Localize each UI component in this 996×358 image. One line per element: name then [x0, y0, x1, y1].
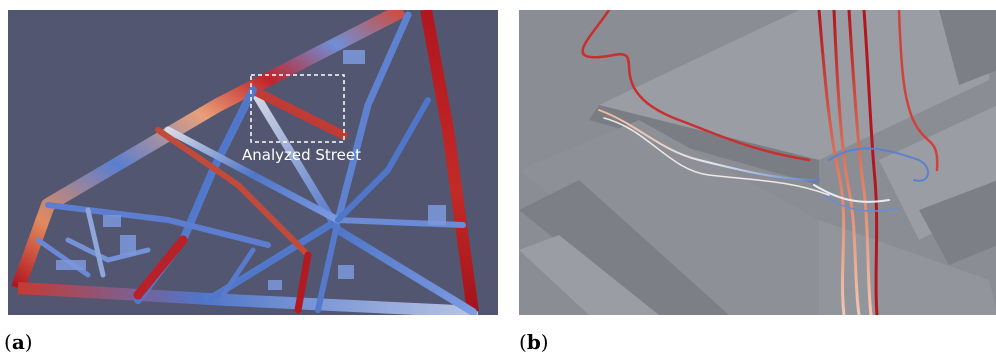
street-outer-bottom: [17, 282, 479, 315]
building-geometry: [519, 10, 996, 315]
panel-a-street-map: Analyzed Street: [8, 10, 498, 315]
panel-b-streamlines: [519, 10, 996, 315]
streamlines: [581, 10, 939, 315]
map-background: [8, 10, 498, 315]
streamline-view: [519, 10, 996, 315]
caption-a: (a): [4, 330, 33, 354]
analyzed-street-box: [250, 74, 345, 143]
street-outer-left: [11, 10, 407, 291]
analyzed-street-label: Analyzed Street: [242, 146, 361, 164]
street-outer-right: [420, 10, 479, 313]
street-network-map: Analyzed Street: [8, 10, 498, 315]
caption-b: (b): [519, 330, 549, 354]
vortex-patches: [56, 50, 446, 290]
inner-streets: [35, 11, 477, 315]
